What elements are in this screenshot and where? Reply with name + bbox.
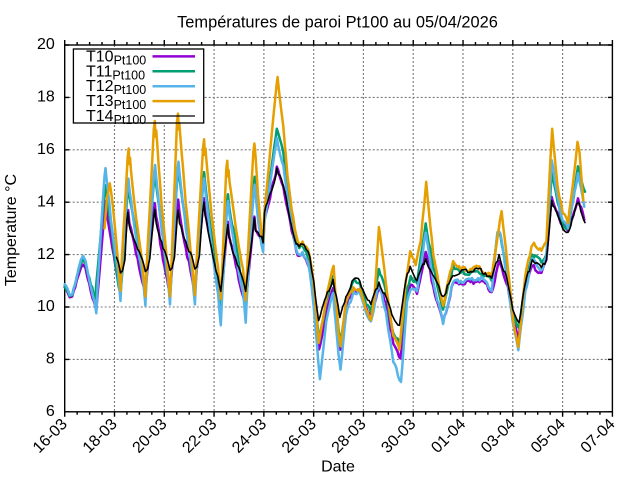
svg-text:T10Pt100: T10Pt100 <box>86 48 146 67</box>
svg-text:T13Pt100: T13Pt100 <box>86 93 146 112</box>
svg-text:10: 10 <box>37 298 55 315</box>
svg-text:6: 6 <box>46 403 55 420</box>
svg-text:Températures de paroi Pt100 au: Températures de paroi Pt100 au 05/04/202… <box>177 13 498 31</box>
svg-text:14: 14 <box>37 193 55 210</box>
svg-text:T12Pt100: T12Pt100 <box>86 78 146 97</box>
svg-text:20: 20 <box>37 36 55 53</box>
svg-text:18: 18 <box>37 89 55 106</box>
svg-text:Date: Date <box>321 459 355 476</box>
svg-text:T11Pt100: T11Pt100 <box>86 63 145 82</box>
svg-text:8: 8 <box>46 351 55 368</box>
svg-text:12: 12 <box>37 246 55 263</box>
svg-text:T14Pt100: T14Pt100 <box>86 108 146 127</box>
svg-text:Temperature °C: Temperature °C <box>3 174 20 286</box>
svg-text:16: 16 <box>37 141 55 158</box>
